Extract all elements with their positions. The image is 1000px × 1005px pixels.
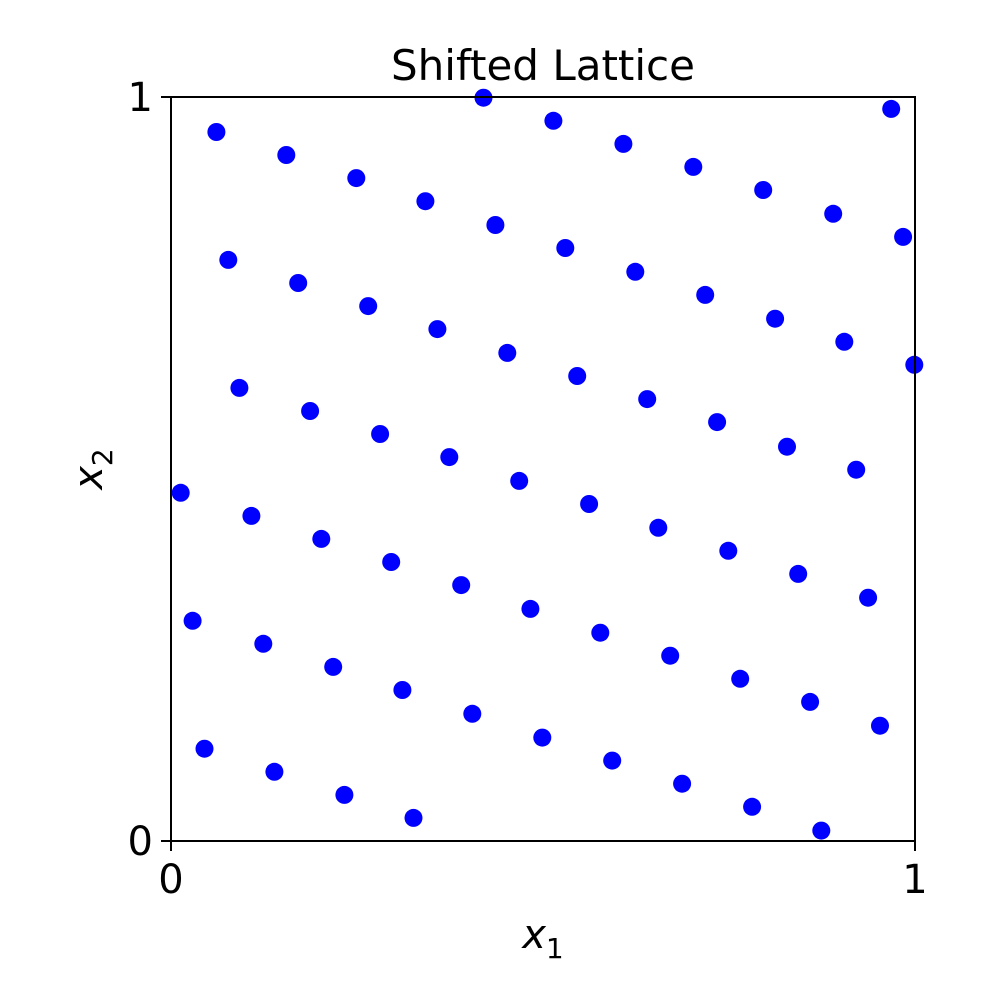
y-axis-label-base: x bbox=[66, 466, 112, 492]
data-point bbox=[219, 250, 238, 269]
data-point bbox=[301, 402, 320, 420]
data-point bbox=[591, 623, 610, 642]
data-point bbox=[754, 181, 773, 199]
data-point bbox=[789, 564, 808, 583]
data-point bbox=[580, 495, 599, 513]
data-point bbox=[649, 518, 668, 537]
data-point bbox=[265, 762, 284, 781]
data-point bbox=[673, 774, 692, 793]
data-point bbox=[404, 808, 423, 827]
data-point bbox=[452, 576, 471, 595]
data-point bbox=[359, 297, 378, 316]
data-point bbox=[847, 460, 866, 479]
data-point bbox=[719, 541, 738, 560]
points-layer bbox=[171, 88, 924, 840]
data-point bbox=[603, 751, 622, 770]
data-point bbox=[882, 99, 901, 118]
data-point bbox=[171, 483, 190, 502]
data-point bbox=[289, 274, 308, 292]
data-point bbox=[661, 646, 680, 665]
data-point bbox=[416, 192, 435, 211]
data-point bbox=[335, 785, 354, 804]
y-axis-label-subscript: 2 bbox=[86, 448, 119, 466]
x-tick-label: 0 bbox=[158, 857, 183, 903]
data-point bbox=[324, 657, 343, 676]
y-axis-label: x2 bbox=[66, 448, 119, 492]
y-tick-label: 0 bbox=[128, 819, 153, 865]
data-point bbox=[463, 704, 482, 723]
data-point bbox=[684, 157, 703, 176]
data-point bbox=[230, 378, 249, 397]
data-point bbox=[626, 262, 645, 281]
data-point bbox=[347, 169, 366, 188]
data-point bbox=[242, 506, 261, 525]
data-point bbox=[871, 716, 889, 735]
chart-title: Shifted Lattice bbox=[391, 41, 695, 90]
data-point bbox=[708, 413, 727, 432]
x-axis-label-subscript: 1 bbox=[546, 932, 564, 965]
x-axis-label: x1 bbox=[520, 912, 564, 965]
data-point bbox=[498, 343, 517, 362]
data-point bbox=[254, 634, 273, 653]
data-point bbox=[440, 448, 459, 467]
data-point bbox=[568, 367, 587, 385]
data-point bbox=[195, 739, 214, 758]
data-point bbox=[801, 692, 820, 711]
data-point bbox=[521, 599, 540, 618]
data-point bbox=[894, 227, 913, 246]
data-point bbox=[510, 471, 529, 490]
y-tick-label: 1 bbox=[128, 75, 153, 121]
data-point bbox=[859, 588, 878, 607]
data-point bbox=[382, 553, 401, 571]
data-point bbox=[743, 797, 762, 816]
data-point bbox=[638, 390, 657, 409]
data-point bbox=[778, 437, 796, 456]
data-point bbox=[207, 123, 226, 141]
data-point bbox=[486, 216, 505, 234]
plot-frame bbox=[170, 96, 916, 842]
data-point bbox=[393, 681, 412, 699]
data-point bbox=[533, 728, 552, 747]
data-point bbox=[544, 111, 563, 130]
data-point bbox=[556, 239, 575, 257]
ticks-layer: 0 1 0 1 bbox=[128, 75, 928, 903]
data-point bbox=[614, 134, 633, 153]
data-point bbox=[371, 425, 390, 443]
x-tick-label: 1 bbox=[902, 857, 927, 903]
data-point bbox=[428, 320, 447, 339]
data-point bbox=[766, 309, 785, 328]
data-point bbox=[277, 146, 296, 164]
data-point bbox=[731, 669, 750, 688]
data-point bbox=[835, 332, 854, 351]
data-point bbox=[312, 529, 331, 548]
x-axis-label-base: x bbox=[520, 912, 546, 958]
data-point bbox=[824, 204, 843, 223]
data-point bbox=[696, 285, 715, 304]
data-point bbox=[183, 611, 202, 630]
data-point bbox=[812, 821, 831, 840]
